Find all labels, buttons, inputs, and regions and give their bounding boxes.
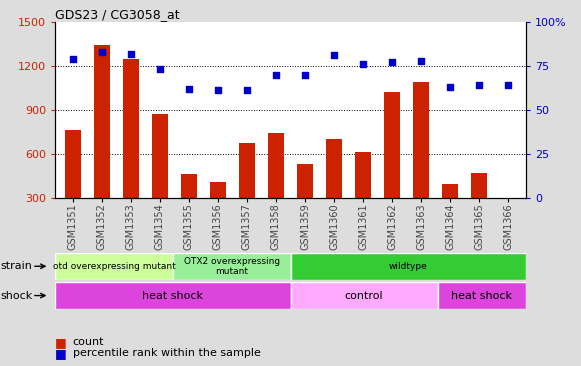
Text: ■: ■ — [55, 336, 67, 349]
Text: count: count — [73, 337, 104, 347]
Bar — [297, 164, 313, 242]
Bar — [239, 143, 255, 242]
Text: ■: ■ — [55, 347, 67, 360]
Text: control: control — [345, 291, 383, 300]
Point — [155, 67, 164, 72]
Bar — [268, 133, 284, 242]
Point — [68, 56, 77, 62]
Point — [300, 72, 310, 78]
Text: wildtype: wildtype — [389, 262, 428, 271]
Bar — [123, 59, 139, 242]
Point — [97, 49, 106, 55]
Point — [446, 84, 455, 90]
Point — [271, 72, 281, 78]
Point — [475, 82, 484, 88]
Text: strain: strain — [1, 261, 33, 271]
Bar — [413, 82, 429, 242]
Point — [504, 82, 513, 88]
Text: percentile rank within the sample: percentile rank within the sample — [73, 348, 260, 358]
Bar — [290, 253, 526, 280]
Bar — [152, 114, 168, 242]
Bar — [173, 253, 290, 280]
Text: heat shock: heat shock — [451, 291, 512, 300]
Bar — [94, 45, 110, 242]
Point — [417, 58, 426, 64]
Text: shock: shock — [1, 291, 33, 300]
Bar — [64, 130, 81, 242]
Text: heat shock: heat shock — [142, 291, 203, 300]
Bar — [384, 92, 400, 242]
Bar — [55, 282, 290, 309]
Bar — [500, 199, 517, 242]
Text: otd overexpressing mutant: otd overexpressing mutant — [53, 262, 175, 271]
Text: OTX2 overexpressing
mutant: OTX2 overexpressing mutant — [184, 257, 279, 276]
Bar — [442, 184, 458, 242]
Bar — [181, 174, 197, 242]
Bar — [355, 152, 371, 242]
Bar — [290, 282, 437, 309]
Point — [126, 51, 135, 56]
Bar — [55, 253, 173, 280]
Point — [388, 59, 397, 65]
Bar — [471, 173, 487, 242]
Point — [329, 52, 339, 58]
Point — [184, 86, 193, 92]
Bar — [326, 139, 342, 242]
Point — [213, 87, 223, 93]
Text: GDS23 / CG3058_at: GDS23 / CG3058_at — [55, 8, 180, 21]
Point — [242, 87, 252, 93]
Bar — [210, 182, 226, 242]
Bar — [437, 282, 526, 309]
Point — [358, 61, 368, 67]
